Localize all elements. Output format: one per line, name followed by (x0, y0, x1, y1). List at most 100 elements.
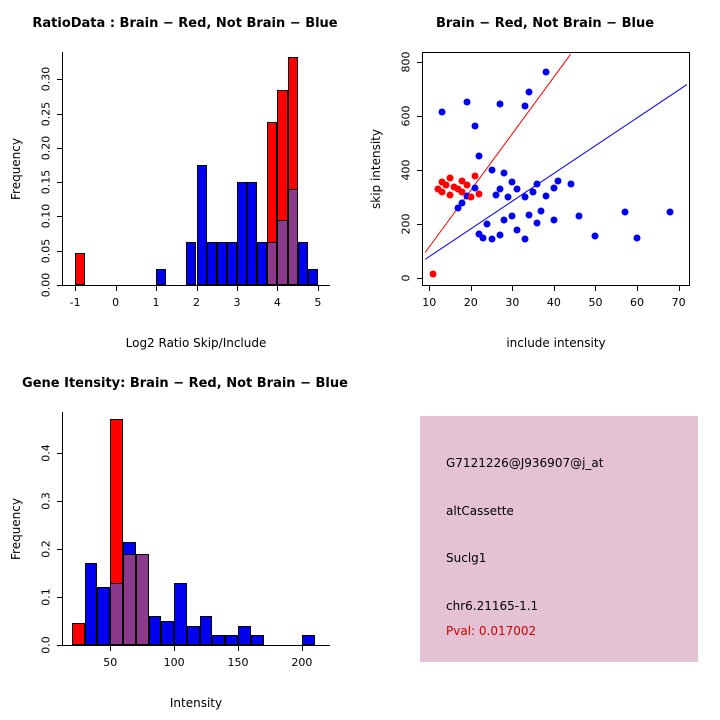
x-tick-mark (156, 285, 158, 291)
x-tick-label: 2 (193, 296, 200, 309)
x-tick-label: 50 (588, 296, 603, 309)
y-tick-label: 600 (399, 105, 413, 127)
event-type-text: altCassette (446, 504, 514, 518)
x-tick-label: 10 (422, 296, 437, 309)
y-tick-label: 0.20 (39, 135, 53, 161)
panel-gene-info: G7121226@J936907@j_at altCassette Suclg1… (360, 360, 720, 720)
blue-data-point (521, 235, 529, 243)
blue-data-point (591, 232, 599, 240)
blue-data-point (488, 166, 496, 174)
red-data-point (471, 172, 479, 180)
hist-bar (225, 635, 238, 645)
blue-data-point (521, 102, 529, 110)
blue-data-point (533, 180, 541, 188)
y-tick-mark (57, 250, 63, 252)
blue-data-point (492, 191, 500, 199)
x-tick-mark (301, 645, 303, 651)
scatter-y-axis-label: skip intensity (369, 129, 383, 209)
gene-info-box: G7121226@J936907@j_at altCassette Suclg1… (420, 416, 698, 662)
hist-bar (247, 181, 258, 285)
x-tick-mark (277, 285, 279, 291)
blue-data-point (513, 226, 521, 234)
x-tick-mark (470, 285, 472, 291)
red-data-point (463, 181, 471, 189)
gene-chart-title: Gene Itensity: Brain − Red, Not Brain − … (22, 376, 348, 391)
y-tick-label: 0.3 (39, 492, 53, 510)
blue-data-point (554, 177, 562, 185)
blue-data-point (550, 184, 558, 192)
x-tick-label: 70 (671, 296, 686, 309)
x-tick-mark (512, 285, 514, 291)
y-tick-mark (57, 500, 63, 502)
red-data-point (438, 188, 446, 196)
x-tick-mark (429, 285, 431, 291)
blue-data-point (525, 88, 533, 96)
red-data-point (458, 188, 466, 196)
red-data-point (458, 177, 466, 185)
blue-data-point (521, 193, 529, 201)
y-tick-mark (57, 452, 63, 454)
y-tick-mark (417, 62, 423, 64)
gene-histogram-plot-area: 50 100 150 200 0.0 0.1 0.2 0.3 0.4 (40, 412, 330, 669)
hist-bar (307, 268, 318, 285)
blue-data-point (508, 178, 516, 186)
scatter-plot-area: 10 20 30 40 50 60 70 0 200 400 600 800 (400, 52, 690, 309)
gene-y-axis-label: Frequency (9, 498, 23, 560)
blue-data-point (542, 192, 550, 200)
hist-bar (174, 582, 187, 645)
blue-data-point (471, 184, 479, 192)
blue-data-point (550, 216, 558, 224)
red-data-point (438, 178, 446, 186)
blue-data-point (504, 193, 512, 201)
hist-bar (75, 252, 86, 285)
scatter-chart-title: Brain − Red, Not Brain − Blue (435, 16, 655, 31)
x-tick-mark (196, 285, 198, 291)
x-tick-mark (678, 285, 680, 291)
hist-bar (238, 625, 251, 645)
x-tick-label: 200 (291, 656, 313, 669)
y-tick-mark (57, 596, 63, 598)
x-tick-mark (553, 285, 555, 291)
blue-regression-line (425, 85, 687, 260)
hist-bar (186, 241, 197, 285)
ratio-chart-title: RatioData : Brain − Red, Not Brain − Blu… (32, 16, 338, 31)
blue-data-point (500, 169, 508, 177)
y-tick-mark (57, 79, 63, 81)
hist-bar (161, 620, 175, 645)
blue-data-point (471, 122, 479, 130)
x-tick-label: 1 (152, 296, 160, 309)
hist-bar (257, 241, 268, 285)
blue-data-point (525, 211, 533, 219)
y-tick-mark (57, 147, 63, 149)
panel-ratio-histogram: RatioData : Brain − Red, Not Brain − Blu… (0, 0, 360, 360)
y-tick-label: 0.00 (39, 272, 53, 298)
x-tick-label: 5 (314, 296, 322, 309)
x-tick-label: 60 (630, 296, 645, 309)
x-tick-label: 4 (273, 296, 281, 309)
x-tick-mark (317, 285, 319, 291)
blue-data-point (496, 100, 504, 108)
ratio-y-axis-label: Frequency (9, 138, 23, 200)
x-tick-label: -1 (69, 296, 81, 309)
x-tick-mark (637, 285, 639, 291)
blue-data-point (475, 152, 483, 159)
red-data-point (442, 181, 450, 189)
hist-bar-overlap (123, 553, 136, 645)
blue-data-point (537, 207, 545, 215)
hist-bar (97, 587, 111, 645)
hist-bar (71, 623, 85, 645)
blue-data-point (633, 234, 641, 242)
y-tick-label: 0.2 (39, 540, 53, 558)
hist-bar (148, 616, 162, 645)
y-tick-label: 0.05 (39, 238, 53, 263)
ratio-x-axis-label: Log2 Ratio Skip/Include (125, 336, 267, 350)
red-data-point (429, 270, 437, 278)
hist-bar-overlap (277, 219, 288, 285)
hist-bar (156, 268, 167, 285)
y-tick-mark (57, 645, 63, 646)
y-tick-mark (417, 224, 423, 226)
y-tick-mark (417, 170, 423, 172)
y-tick-label: 800 (399, 51, 413, 73)
y-tick-label: 400 (399, 159, 413, 181)
